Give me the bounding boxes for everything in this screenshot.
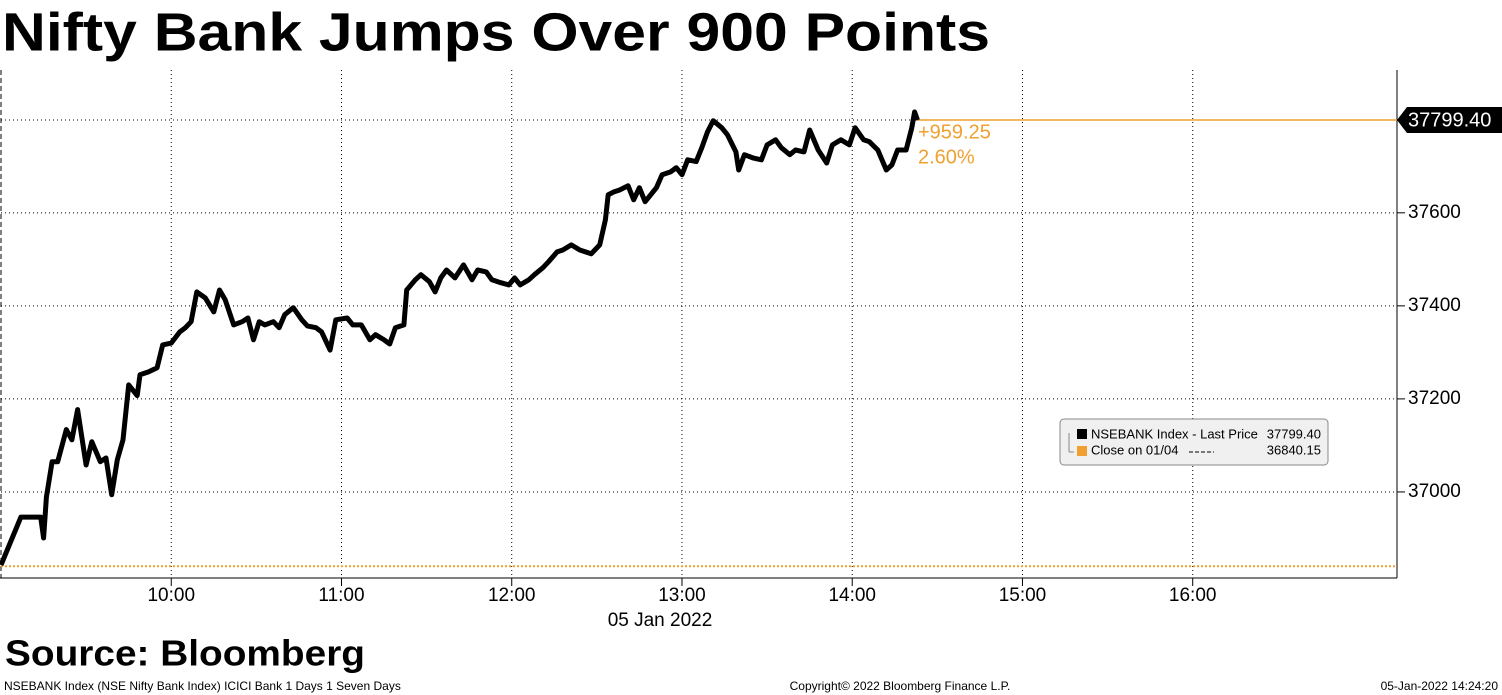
footer-left: NSEBANK Index (NSE Nifty Bank Index) ICI… [4, 679, 401, 693]
x-axis-label: 05 Jan 2022 [608, 610, 713, 631]
chart-title: Nifty Bank Jumps Over 900 Points [2, 2, 990, 62]
y-tick-label: 37400 [1408, 295, 1461, 316]
price-line [0, 109, 920, 566]
x-tick-label: 14:00 [828, 585, 876, 606]
footer-center: Copyright© 2022 Bloomberg Finance L.P. [790, 679, 1011, 693]
last-price-label: 37799.40 [1408, 109, 1491, 131]
x-tick-label: 15:00 [999, 585, 1047, 606]
legend-value: 37799.40 [1267, 426, 1321, 441]
legend-label: Close on 01/04 [1091, 442, 1178, 457]
y-tick-label: 37200 [1408, 388, 1461, 409]
x-tick-label: 11:00 [318, 585, 364, 606]
x-tick-label: 10:00 [147, 585, 195, 606]
y-tick-label: 37600 [1408, 202, 1461, 223]
last-price-badge [1397, 107, 1502, 134]
x-tick-label: 16:00 [1169, 585, 1217, 606]
legend-swatch [1077, 446, 1087, 456]
footer-right: 05-Jan-2022 14:24:20 [1381, 679, 1499, 693]
legend: NSEBANK Index - Last Price 37799.40 Close … [1059, 418, 1329, 466]
y-tick-label: 37000 [1408, 481, 1461, 502]
source: Source: Bloomberg [5, 633, 365, 674]
x-tick-label: 13:00 [658, 585, 706, 606]
change-label: +959.25 [918, 121, 991, 143]
legend-label: NSEBANK Index - Last Price [1091, 426, 1258, 441]
change-pct-label: 2.60% [918, 146, 975, 168]
legend-box [1059, 418, 1329, 466]
x-tick-label: 12:00 [488, 585, 536, 606]
legend-value: 36840.15 [1267, 442, 1321, 457]
legend-swatch [1077, 429, 1087, 439]
